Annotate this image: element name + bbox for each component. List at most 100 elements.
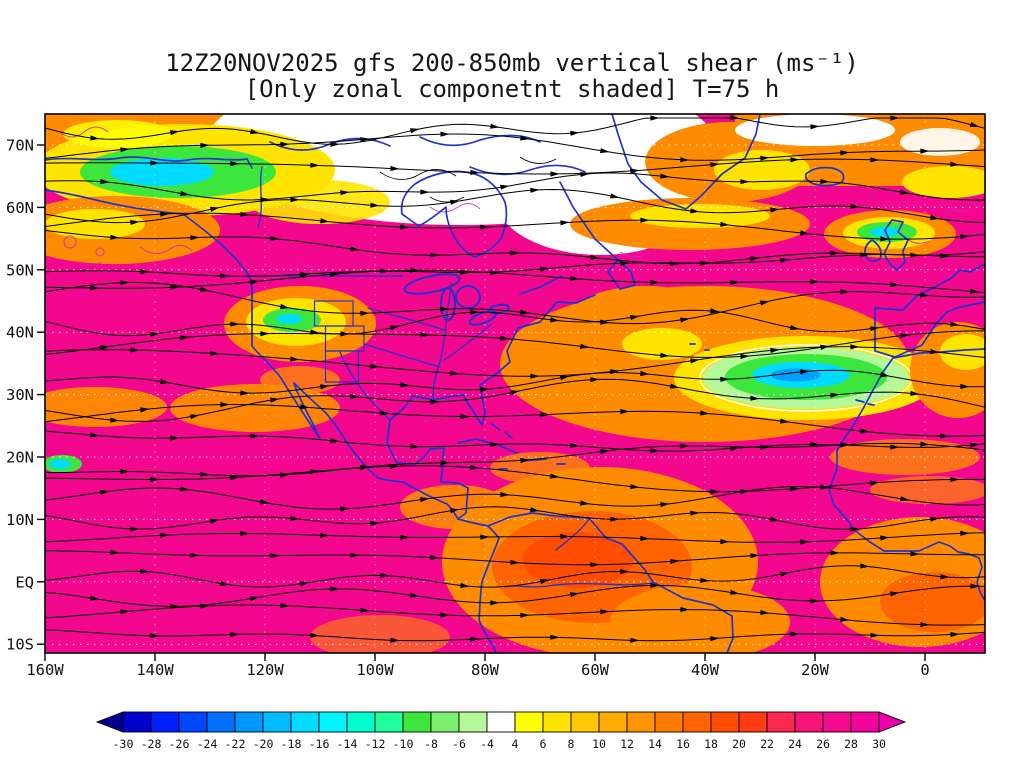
lon-label: 40W (691, 661, 720, 677)
colorbar-cell (794, 711, 824, 733)
streamline-arrowhead (790, 157, 800, 163)
streamline-arrowhead (450, 508, 460, 514)
streamline-arrowhead (140, 407, 150, 413)
streamline-arrowhead (580, 500, 590, 506)
streamline-arrowhead (260, 331, 270, 337)
colorbar-label: 4 (512, 737, 519, 751)
streamline-arrowhead (470, 636, 480, 642)
colorbar-cell (570, 711, 600, 733)
streamline-arrowhead (660, 502, 670, 508)
streamline-arrowhead (610, 193, 620, 199)
streamline-arrowhead (920, 441, 930, 447)
streamline (44, 158, 986, 175)
streamline-arrowhead (330, 271, 340, 277)
streamline-arrowhead (310, 162, 320, 168)
colorbar-label: 26 (816, 737, 830, 751)
streamline-arrowhead (280, 603, 290, 609)
colorbar: -30 -28 -26 -24 -22 -20 -18 -16 -14 -12 -10 -8 -6 -4 4… (95, 711, 907, 751)
colorbar-label: -4 (480, 737, 494, 751)
streamline-arrowhead (880, 535, 890, 541)
streamline-arrowhead (200, 142, 210, 148)
colorbar-cell (374, 711, 404, 733)
plot-mask (0, 112, 1024, 677)
streamline-arrowhead (810, 441, 820, 447)
streamline-arrowhead (820, 178, 830, 184)
streamline-arrowhead (90, 285, 100, 291)
colorbar-label: -8 (424, 737, 438, 751)
streamline-arrowhead (790, 486, 800, 492)
colorbar-cell (430, 711, 460, 733)
streamline-arrowhead (560, 220, 570, 226)
streamline-arrowhead (690, 358, 700, 364)
streamline-arrowhead (950, 321, 960, 327)
streamline-arrowhead (100, 345, 110, 351)
streamline-arrowhead (300, 581, 310, 587)
colorbar-cell (178, 711, 208, 733)
streamline (44, 565, 986, 588)
streamline-arrowhead (310, 632, 320, 638)
streamline-arrowhead (400, 534, 410, 540)
colorbar-cell (766, 711, 796, 733)
streamline-arrowhead (670, 558, 680, 565)
streamline-arrowhead (860, 428, 870, 434)
streamline-arrowhead (340, 331, 350, 337)
streamline-arrowhead (810, 279, 820, 285)
colorbar-label: -24 (197, 737, 218, 751)
streamline-arrowhead (950, 631, 960, 638)
streamline-arrowhead (370, 202, 380, 208)
streamline-arrowhead (920, 148, 930, 154)
streamline-arrowhead (760, 444, 770, 450)
colorbar-cell (514, 711, 544, 733)
streamline-arrowhead (720, 376, 730, 382)
lat-label: 30N (6, 386, 34, 404)
streamline-arrowhead (410, 443, 420, 450)
colorbar-cell (542, 711, 572, 733)
colorbar-cell (822, 711, 852, 733)
streamline-arrowhead (810, 598, 820, 604)
streamline-arrowhead (780, 418, 790, 424)
streamline (45, 465, 985, 493)
streamline-arrowhead (850, 526, 860, 532)
streamline-arrowhead (460, 413, 470, 420)
colorbar-label: 28 (844, 737, 858, 751)
streamline-arrowhead (150, 633, 160, 639)
streamline-arrowhead (570, 275, 580, 281)
streamline (44, 254, 985, 277)
streamline-arrowhead (400, 224, 410, 230)
streamline-arrowhead (900, 333, 910, 339)
streamline-arrowhead (180, 335, 190, 341)
streamline-arrowhead (880, 372, 890, 378)
streamline-arrowhead (120, 280, 130, 286)
streamline-arrowhead (520, 457, 530, 464)
streamline-arrowhead (210, 350, 220, 356)
streamline-arrowhead (650, 115, 660, 121)
streamline-arrowhead (420, 332, 430, 338)
colorbar-label: 10 (592, 737, 606, 751)
streamline-arrowhead (100, 179, 110, 185)
streamline-arrowhead (190, 235, 200, 241)
streamline-arrowhead (260, 499, 270, 505)
streamline-arrowhead (480, 224, 490, 230)
streamline-arrowhead (570, 592, 580, 598)
streamline-arrowhead (660, 173, 670, 179)
streamline-arrowhead (760, 609, 770, 616)
streamline-arrowhead (570, 130, 580, 136)
streamline-arrowhead (170, 284, 180, 290)
streamline-arrowhead (710, 308, 720, 314)
streamline-arrowhead (640, 535, 650, 541)
lat-label: 10S (6, 636, 34, 654)
colorbar-label: -12 (365, 737, 386, 751)
streamline-arrowhead (210, 518, 220, 524)
streamline (44, 430, 986, 452)
streamline-arrowhead (200, 471, 210, 477)
streamline-arrowhead (580, 343, 590, 349)
colorbar-label: 12 (620, 737, 634, 751)
streamline-arrowhead (920, 292, 930, 298)
streamline-arrowhead (290, 515, 300, 521)
colorbar-label: -6 (452, 737, 466, 751)
streamline-arrowhead (570, 442, 580, 448)
streamline-arrowhead (730, 279, 740, 286)
streamline-arrowhead (290, 356, 300, 362)
streamline-arrowhead (250, 279, 260, 285)
streamline-arrowhead (650, 448, 660, 454)
